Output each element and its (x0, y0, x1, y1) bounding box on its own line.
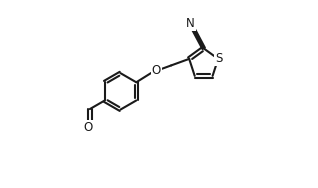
Text: O: O (84, 121, 93, 134)
Text: N: N (186, 17, 195, 30)
Text: O: O (152, 64, 161, 77)
Text: S: S (215, 52, 223, 65)
